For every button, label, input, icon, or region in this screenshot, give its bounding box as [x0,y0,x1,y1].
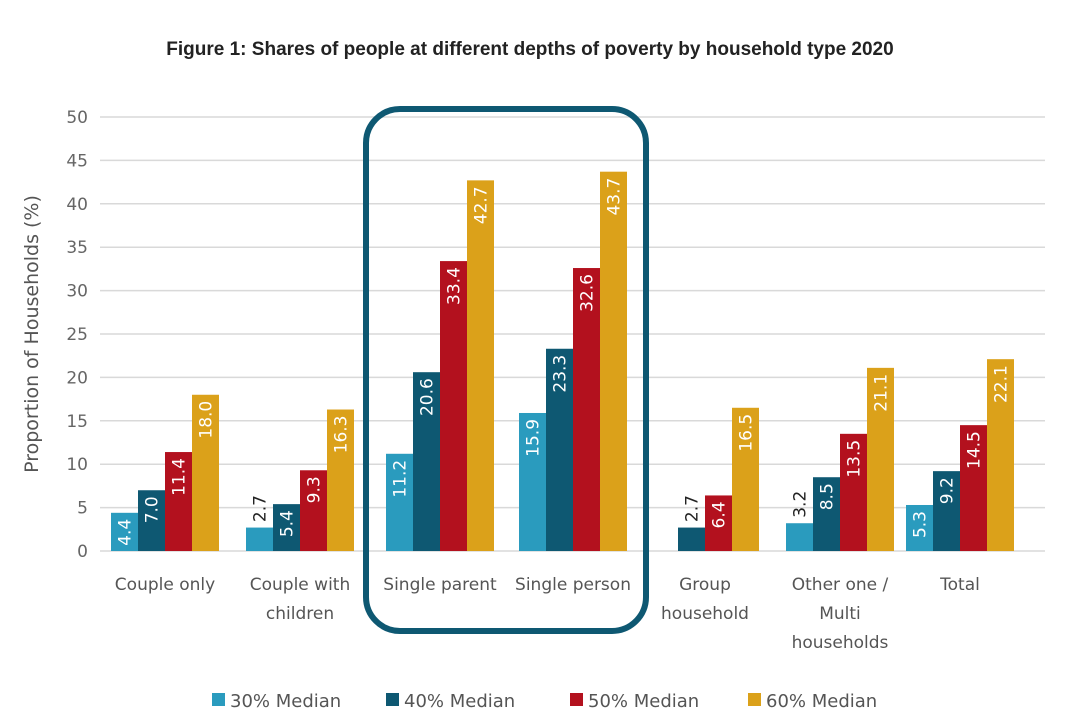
bar [867,367,894,551]
y-tick-label: 0 [77,542,88,562]
x-tick-label: household [661,604,749,624]
data-label: 9.3 [305,476,325,503]
legend-swatch [748,693,761,706]
bar [705,495,732,551]
category-labels: Couple only Couple with children Single par… [115,575,980,653]
data-label: 16.3 [332,416,352,454]
data-label: 5.3 [911,511,931,538]
data-label: 43.7 [605,178,625,216]
x-tick-label: Single parent [383,575,497,595]
bar [300,470,327,551]
bar [546,348,573,551]
bar [933,471,960,551]
x-tick-label: Group [679,575,731,595]
data-label: 2.7 [683,495,703,522]
x-tick-label: Single person [515,575,631,595]
y-tick-label: 45 [66,151,88,171]
legend-swatch [212,693,225,706]
data-label: 7.0 [143,496,163,523]
data-label: 11.4 [170,458,190,496]
bar [246,527,273,551]
bar [600,171,627,551]
data-label: 6.4 [710,501,730,528]
highlight-box [363,106,649,634]
bar [906,504,933,551]
y-tick-label: 20 [66,368,88,388]
y-tick-label: 25 [66,325,88,345]
x-tick-label: Total [939,575,980,595]
bar [386,453,413,551]
data-label: 18.0 [197,401,217,439]
data-label: 15.9 [524,419,544,457]
legend-swatch [570,693,583,706]
data-label: 14.5 [965,431,985,469]
x-tick-label: children [266,604,334,624]
bar [273,504,300,551]
data-label: 23.3 [551,355,571,393]
bar [192,394,219,551]
data-label: 21.1 [872,374,892,412]
data-label: 4.4 [116,519,136,546]
bar [813,477,840,551]
data-label: 16.5 [737,414,757,452]
data-label: 3.2 [791,491,811,518]
y-tick-label: 30 [66,282,88,302]
y-tick-label: 15 [66,412,88,432]
chart-title: Figure 1: Shares of people at different … [166,39,893,60]
bar [165,452,192,551]
bar [519,412,546,551]
x-tick-label: Couple only [115,575,215,595]
legend: 30% Median 40% Median 50% Median 60% Median [212,691,877,712]
y-axis-label: Proportion of Households (%) [21,195,43,473]
data-label: 9.2 [938,477,958,504]
legend-label: 40% Median [404,691,515,712]
annotations [363,106,649,634]
data-label: 32.6 [578,274,598,312]
bar [732,407,759,551]
data-label: 2.7 [251,495,271,522]
bar [413,372,440,551]
legend-label: 30% Median [230,691,341,712]
y-tick-label: 35 [66,238,88,258]
data-label: 11.2 [391,460,411,498]
x-tick-label: Multi [819,604,861,624]
legend-label: 50% Median [588,691,699,712]
bar [467,180,494,551]
x-tick-label: households [792,633,889,653]
y-tick-label: 40 [66,195,88,215]
data-label: 8.5 [818,483,838,510]
bars: 4.4 2.7 11.2 15.9 3.2 5.3 7.0 5.4 20.6 23.3 2.7 8.5… [111,171,1014,551]
x-tick-label: Couple with [250,575,351,595]
data-label: 20.6 [418,378,438,416]
bar [960,425,987,551]
bar [573,268,600,551]
y-tick-label: 10 [66,455,88,475]
bar [327,409,354,551]
data-label: 13.5 [845,440,865,478]
bar [786,523,813,551]
bar [987,359,1014,551]
bar [138,490,165,551]
data-label: 22.1 [992,365,1012,403]
bar [840,433,867,551]
bar [678,527,705,551]
y-tick-label: 50 [66,108,88,128]
y-tick-label: 5 [77,499,88,519]
y-axis-ticks: 0 5 10 15 20 25 30 35 40 45 50 [66,108,88,562]
data-label: 42.7 [472,186,492,224]
x-tick-label: Other one / [792,575,889,595]
data-label: 33.4 [445,267,465,305]
data-label: 5.4 [278,510,298,537]
legend-swatch [386,693,399,706]
legend-label: 60% Median [766,691,877,712]
bar [111,512,138,551]
bar [440,261,467,551]
